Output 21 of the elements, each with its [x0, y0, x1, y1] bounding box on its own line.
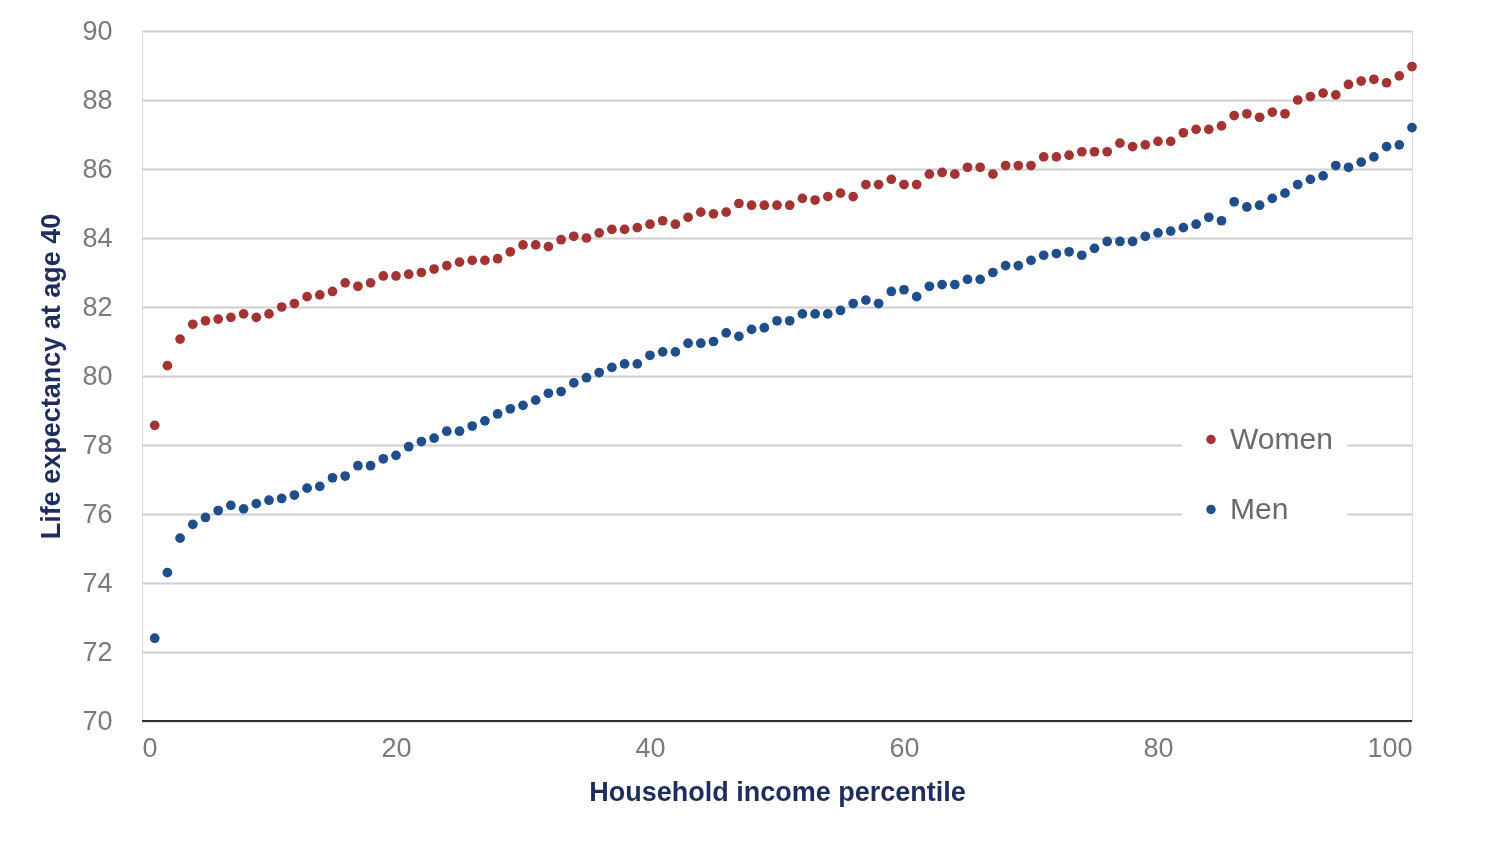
legend-label: Women	[1230, 421, 1333, 455]
y-tick-label: 70	[82, 705, 113, 736]
y-tick-label: 72	[82, 636, 113, 667]
x-tick-label: 100	[1367, 732, 1413, 763]
x-tick-label: 40	[635, 732, 666, 763]
x-tick-label: 0	[142, 732, 158, 763]
y-tick-label: 82	[82, 291, 113, 322]
x-axis-title: Household income percentile	[589, 776, 966, 807]
legend-label: Men	[1230, 491, 1289, 525]
y-tick-label: 84	[82, 222, 113, 253]
x-tick-label: 20	[381, 732, 412, 763]
y-tick-label: 80	[82, 360, 113, 391]
y-tick-label: 88	[82, 84, 113, 115]
y-tick-label: 90	[82, 15, 113, 46]
y-tick-label: 76	[82, 498, 113, 529]
y-axis-title: Life expectancy at age 40	[36, 213, 67, 540]
y-tick-label: 86	[82, 153, 113, 184]
y-tick-label: 74	[82, 567, 113, 598]
x-tick-label: 80	[1143, 732, 1174, 763]
x-tick-label: 60	[889, 732, 920, 763]
y-tick-label: 78	[82, 429, 113, 460]
